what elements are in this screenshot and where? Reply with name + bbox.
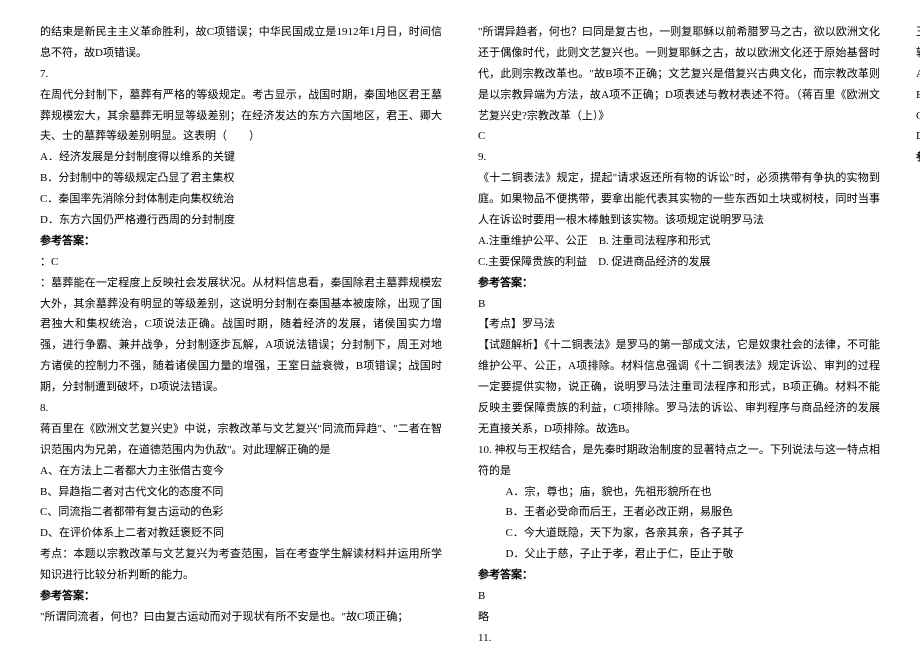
prev-explanation-tail: 的结束是新民主主义革命胜利，故C项错误；中华民国成立是1912年1月日，时间信息… (40, 22, 442, 64)
q8-number: 8. (40, 398, 442, 419)
q10-answer: B (478, 586, 880, 607)
q10-option-d: D．父止于慈，子止于孝，君止于仁，臣止于敬 (478, 544, 880, 565)
q11-option-d: D．王位世袭制出现 (916, 126, 920, 147)
answer-label: 参考答案： (40, 586, 442, 607)
q9-number: 9. (478, 147, 880, 168)
q9-options-row1: A.注重维护公平、公正 B. 注重司法程序和形式 (478, 231, 880, 252)
q8-explanation-2: "所谓异趋者，何也？曰同是复古也，一则复耶稣以前希腊罗马之古，欲以欧洲文化还于偶… (478, 22, 880, 126)
answer-label: 参考答案： (916, 147, 920, 168)
q8-option-d: D、在评价体系上二者对教廷褒贬不同 (40, 523, 442, 544)
answer-label: 参考答案： (40, 231, 442, 252)
q9-stem: 《十二铜表法》规定，提起"请求返还所有物的诉讼"时，必须携带有争执的实物到庭。如… (478, 168, 880, 231)
q11-number: 11. (478, 628, 880, 649)
q11-option-c: C．嫡长子继承制结束 (916, 106, 920, 127)
q9-options-row2: C.主要保障贵族的利益 D. 促进商品经济的发展 (478, 252, 880, 273)
q11-option-a: A．官吏选拔和任命的出现 (916, 64, 920, 85)
q10-lue: 略 (478, 607, 880, 628)
q9-explanation: 【试题解析】《十二铜表法》是罗马的第一部成文法，它是奴隶社会的法律，不可能维护公… (478, 335, 880, 439)
answer-label: 参考答案： (478, 565, 880, 586)
q11-option-b: B．学在民间取代学在官府 (916, 85, 920, 106)
q8-option-a: A、在方法上二者都大力主张借古变今 (40, 461, 442, 482)
q10-option-c: C．今大道既隐，天下为家，各亲其亲，各子其子 (478, 523, 880, 544)
q7-stem: 在周代分封制下，墓葬有严格的等级规定。考古显示，战国时期，秦国地区君王墓葬规模宏… (40, 85, 442, 148)
q9-answer: B (478, 294, 880, 315)
q8-stem: 蒋百里在《欧洲文艺复兴史》中说，宗教改革与文艺复兴"同流而异趋"、"二者在智识范… (40, 419, 442, 461)
q8-kaodian: 考点：本题以宗教改革与文艺复兴为考查范围，旨在考查学生解读材料并运用所学知识进行… (40, 544, 442, 586)
q8-option-c: C、同流指二者都带有复古运动的色彩 (40, 502, 442, 523)
q11-stem: 王国维商周时期的政治变革时说："自其表言之，不过一姓一家之兴亡与都邑之移转；自其… (916, 22, 920, 64)
q7-option-a: A．经济发展是分封制度得以维系的关键 (40, 147, 442, 168)
q7-option-d: D．东方六国仍严格遵行西周的分封制度 (40, 210, 442, 231)
q7-option-c: C．秦国率先消除分封体制走向集权统治 (40, 189, 442, 210)
q8-explanation-1: "所谓同流者，何也？曰由复古运动而对于现状有所不安是也。"故C项正确； (40, 607, 442, 628)
q9-kaodian: 【考点】罗马法 (478, 314, 880, 335)
q7-number: 7. (40, 64, 442, 85)
q8-option-b: B、异趋指二者对古代文化的态度不同 (40, 482, 442, 503)
q7-answer: ：C (40, 252, 442, 273)
q10-option-a: A．宗，尊也；庙，貌也，先祖形貌所在也 (478, 482, 880, 503)
answer-label: 参考答案： (478, 273, 880, 294)
q10-option-b: B．王者必受命而后王，王者必改正朔，易服色 (478, 502, 880, 523)
q10-stem: 10. 神权与王权结合，是先秦时期政治制度的显著特点之一。下列说法与这一特点相符… (478, 440, 880, 482)
q7-explanation: ：墓葬能在一定程度上反映社会发展状况。从材料信息看，秦国除君主墓葬规模宏大外，其… (40, 273, 442, 398)
prev-answer-c: C (478, 126, 880, 147)
document-page: 的结束是新民主主义革命胜利，故C项错误；中华民国成立是1912年1月日，时间信息… (0, 0, 920, 651)
q7-option-b: B．分封制中的等级规定凸显了君主集权 (40, 168, 442, 189)
